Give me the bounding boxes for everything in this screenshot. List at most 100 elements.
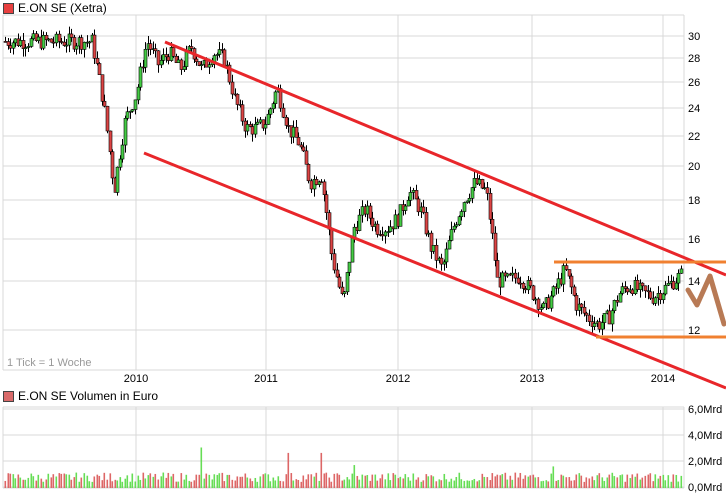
volume-bar — [106, 479, 109, 488]
candle-down — [658, 293, 663, 301]
volume-bar — [42, 481, 45, 488]
volume-bar — [407, 477, 410, 488]
volume-bar — [369, 480, 372, 488]
volume-bar — [200, 447, 203, 488]
price-tick-label: 14 — [688, 276, 700, 288]
candle-down — [304, 150, 309, 165]
volume-bar — [124, 478, 127, 488]
candle-down — [105, 105, 110, 132]
volume-legend: E.ON SE Volumen in Euro — [3, 389, 158, 403]
candle-down — [309, 180, 314, 190]
candle-down — [314, 179, 319, 185]
candle-up — [41, 34, 46, 49]
candle-down — [286, 125, 291, 127]
volume-bar — [455, 476, 458, 488]
volume-bar — [415, 479, 418, 488]
volume-bar — [550, 473, 553, 488]
candle-up — [556, 278, 561, 289]
volume-bar — [4, 480, 7, 488]
volume-bar — [47, 473, 50, 488]
volume-bar — [542, 480, 545, 488]
volume-bar — [269, 481, 272, 488]
candle-up — [29, 38, 34, 47]
candle-down — [635, 280, 640, 290]
volume-bar — [285, 474, 288, 488]
candle-down — [51, 41, 56, 44]
volume-bar — [272, 477, 275, 488]
volume-bar — [478, 480, 481, 488]
candle-down — [648, 291, 653, 299]
volume-bar — [494, 476, 497, 488]
candle-down — [439, 257, 444, 265]
volume-bar — [412, 473, 415, 488]
volume-bar — [675, 474, 678, 488]
volume-bar — [547, 481, 550, 488]
candle-down — [189, 46, 194, 49]
volume-bar — [323, 473, 326, 488]
candle-up — [403, 205, 408, 211]
candle-down — [429, 232, 434, 252]
candle-up — [406, 200, 411, 207]
volume-bar — [175, 481, 178, 488]
candle-down — [414, 190, 419, 200]
candle-down — [250, 126, 255, 135]
candle-down — [299, 144, 304, 148]
volume-bar — [496, 474, 499, 488]
candle-up — [477, 179, 482, 185]
candle-down — [108, 130, 113, 153]
volume-bar — [282, 481, 285, 488]
candle-down — [643, 285, 648, 292]
volume-bar — [409, 480, 412, 488]
volume-bar — [193, 480, 196, 488]
volume-bar — [489, 480, 492, 488]
candle-down — [110, 151, 115, 179]
volume-bar — [468, 480, 471, 488]
volume-bar — [659, 475, 662, 488]
volume-bar — [213, 474, 216, 488]
candle-down — [148, 43, 153, 50]
volume-bar — [88, 481, 91, 488]
candle-up — [136, 86, 141, 101]
volume-bar — [142, 472, 145, 488]
volume-bar — [404, 474, 407, 488]
volume-bar — [619, 475, 622, 488]
candle-up — [674, 282, 679, 290]
candle-up — [133, 99, 138, 110]
candle-up — [291, 126, 296, 138]
volume-bar — [432, 476, 435, 488]
volume-bar — [249, 478, 252, 488]
candle-up — [457, 216, 462, 226]
volume-bar — [379, 478, 382, 488]
volume-bar — [366, 475, 369, 488]
volume-bars — [4, 447, 683, 488]
candle-down — [572, 286, 577, 296]
candle-up — [431, 244, 436, 252]
volume-bar — [218, 473, 221, 488]
price-legend-label: E.ON SE (Xetra) — [18, 1, 107, 15]
volume-bar — [98, 475, 101, 488]
candle-down — [416, 198, 421, 213]
volume-bar — [585, 477, 588, 488]
candle-up — [452, 225, 457, 230]
volume-bar — [524, 475, 527, 488]
candle-up — [159, 60, 164, 66]
candle-up — [454, 224, 459, 227]
volume-bar — [644, 475, 647, 488]
candle-down — [564, 265, 569, 270]
candle-up — [46, 38, 51, 41]
volume-bar — [657, 478, 660, 488]
volume-bar — [144, 478, 147, 488]
volume-bar — [223, 481, 226, 488]
candle-down — [322, 181, 327, 195]
volume-bar — [654, 474, 657, 488]
candle-down — [625, 288, 630, 293]
candle-up — [36, 36, 41, 41]
volume-bar — [180, 473, 183, 488]
volume-bar — [514, 472, 517, 488]
candle-down — [166, 56, 171, 61]
candle-down — [587, 314, 592, 322]
candle-up — [676, 272, 681, 284]
volume-bar — [662, 474, 665, 488]
volume-bar — [149, 473, 152, 488]
volume-bar — [68, 474, 71, 488]
